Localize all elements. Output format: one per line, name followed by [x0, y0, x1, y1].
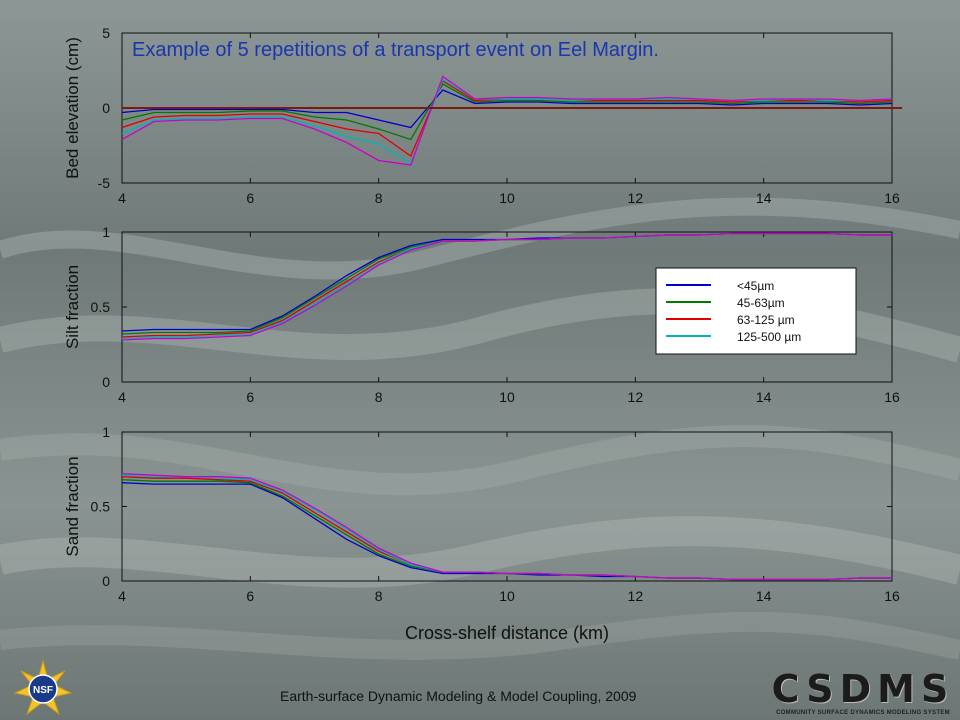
- x-tick-label: 14: [756, 389, 772, 405]
- y-tick-label: 1: [102, 424, 110, 440]
- csdms-logo-icon: CSDMS COMMUNITY SURFACE DYNAMICS MODELIN…: [768, 670, 958, 720]
- y-tick-label: -5: [98, 175, 111, 191]
- x-tick-label: 8: [375, 588, 383, 604]
- x-tick-label: 8: [375, 190, 383, 206]
- y-tick-label: 0: [102, 374, 110, 390]
- series-line-5: [121, 75, 893, 166]
- legend: <45µm 45-63µm 63-125 µm 125-500 µm: [655, 267, 857, 355]
- nsf-logo-icon: NSF: [14, 660, 72, 716]
- x-tick-label: 6: [246, 190, 254, 206]
- series-line-4: [121, 78, 893, 165]
- x-tick-label: 8: [375, 389, 383, 405]
- x-tick-label: 4: [118, 190, 126, 206]
- plot-frame: [121, 431, 893, 582]
- nsf-logo-text: NSF: [33, 685, 53, 696]
- x-tick-label: 12: [628, 190, 644, 206]
- x-axis-label: Cross-shelf distance (km): [405, 623, 609, 643]
- legend-label: 63-125 µm: [737, 313, 795, 327]
- x-tick-label: 12: [628, 588, 644, 604]
- x-tick-label: 14: [756, 190, 772, 206]
- x-tick-label: 10: [499, 588, 515, 604]
- x-tick-label: 4: [118, 389, 126, 405]
- x-tick-label: 14: [756, 588, 772, 604]
- series-line-4: [121, 474, 892, 581]
- y-tick-label: 1: [102, 224, 110, 240]
- x-tick-label: 12: [628, 389, 644, 405]
- legend-box: [655, 267, 857, 355]
- series-line-2: [121, 479, 892, 581]
- y-axis-label: Silt fraction: [63, 265, 82, 349]
- series-line-1: [121, 89, 893, 129]
- chart-panel-2: 4 6 8 10 12 14 16 0 0.5 1 Silt fraction <45µm 45-63µ…: [63, 224, 900, 405]
- series-line-1: [121, 482, 892, 581]
- x-tick-label: 6: [246, 588, 254, 604]
- y-tick-label: 0.5: [91, 299, 111, 315]
- legend-label: 45-63µm: [737, 296, 785, 310]
- y-tick-label: 0: [102, 100, 110, 116]
- series-line-2: [121, 83, 893, 141]
- y-tick-label: 0: [102, 573, 110, 589]
- x-tick-label: 10: [499, 389, 515, 405]
- chart-panel-1: 4 6 8 10 12 14 16 -5 0 5 Bed elevation (cm) Example…: [63, 25, 902, 206]
- x-tick-label: 16: [884, 588, 900, 604]
- y-axis-label: Bed elevation (cm): [63, 37, 82, 179]
- y-axis-label: Sand fraction: [63, 456, 82, 556]
- x-tick-label: 16: [884, 389, 900, 405]
- x-tick-label: 6: [246, 389, 254, 405]
- chart-title: Example of 5 repetitions of a transport …: [132, 39, 659, 61]
- csdms-logo-subtitle: COMMUNITY SURFACE DYNAMICS MODELING SYST…: [776, 710, 950, 716]
- x-tick-label: 4: [118, 588, 126, 604]
- y-tick-label: 5: [102, 25, 110, 41]
- legend-label: <45µm: [737, 279, 774, 293]
- x-tick-label: 16: [884, 190, 900, 206]
- legend-label: 125-500 µm: [737, 330, 801, 344]
- series-line-5: [121, 232, 892, 341]
- slide-footer: Earth-surface Dynamic Modeling & Model C…: [280, 688, 637, 704]
- x-tick-label: 10: [499, 190, 515, 206]
- csdms-logo-word: CSDMS: [771, 667, 955, 711]
- y-tick-label: 0.5: [91, 499, 111, 515]
- series-line-5: [121, 473, 892, 581]
- chart-panel-3: 4 6 8 10 12 14 16 0 0.5 1 Sand fraction Cross-shelf…: [63, 424, 900, 643]
- series-line-3: [121, 476, 892, 581]
